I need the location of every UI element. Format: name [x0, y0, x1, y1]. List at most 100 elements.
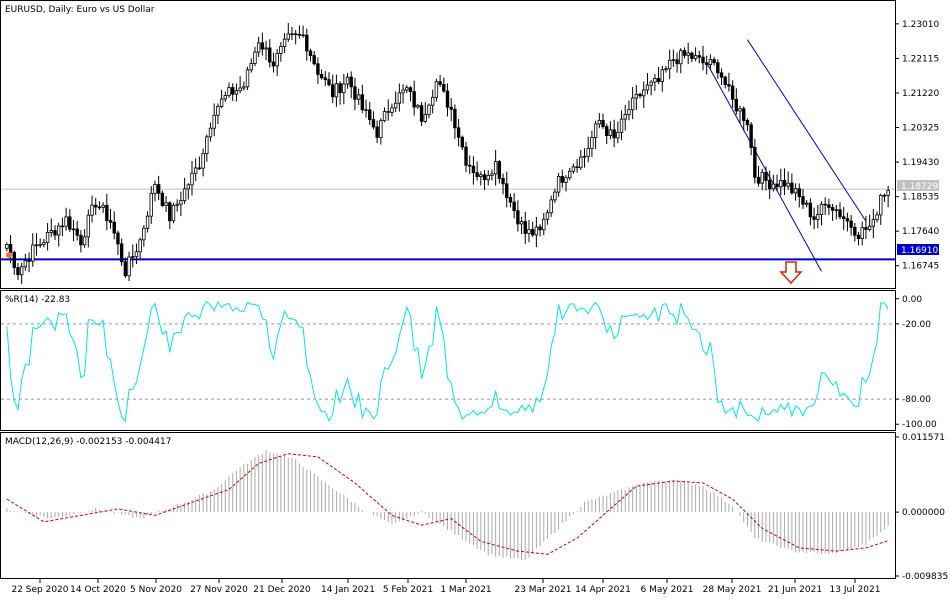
- candle-body: [60, 225, 65, 228]
- candle-body: [697, 55, 701, 58]
- candle-body: [727, 84, 731, 87]
- candle-body: [264, 47, 268, 50]
- candle-body: [45, 231, 50, 243]
- candle-body: [319, 74, 324, 79]
- candle-body: [64, 216, 68, 227]
- macd-signal-line: [6, 453, 889, 555]
- candle-body: [242, 86, 246, 89]
- candle-body: [275, 53, 279, 67]
- candle-body: [171, 204, 176, 222]
- candle-body: [612, 129, 616, 139]
- candle-body: [556, 176, 561, 193]
- candle-body: [19, 266, 24, 276]
- candle-body: [560, 176, 564, 183]
- candle-body: [723, 76, 727, 85]
- candle-body: [245, 69, 250, 88]
- candle-body: [75, 228, 79, 236]
- candle-body: [701, 56, 705, 64]
- candle-body: [804, 202, 809, 205]
- candle-body: [423, 114, 427, 122]
- candle-body: [301, 34, 305, 37]
- candle-body: [53, 230, 57, 236]
- candle-body: [675, 59, 679, 65]
- candle-body: [453, 108, 457, 129]
- candle-body: [71, 228, 76, 231]
- candle-body: [186, 184, 190, 190]
- candle-body: [86, 214, 91, 238]
- macd-tick-label: -0.009835: [902, 572, 948, 582]
- candle-body: [82, 236, 87, 246]
- candle-body: [693, 55, 698, 59]
- x-tick-label: 6 May 2021: [641, 585, 694, 595]
- candle-body: [705, 62, 709, 65]
- candle-body: [742, 108, 746, 121]
- x-tick-label: 14 Oct 2020: [70, 585, 126, 595]
- candle-body: [827, 204, 831, 208]
- candle-body: [542, 218, 546, 231]
- candle-body: [553, 191, 557, 201]
- candle-body: [160, 192, 165, 206]
- candle-body: [879, 194, 883, 216]
- x-tick-label: 23 Mar 2021: [514, 585, 571, 595]
- channel-upper-line: [747, 39, 867, 222]
- x-tick-label: 14 Apr 2021: [575, 585, 631, 595]
- candle-body: [138, 239, 142, 253]
- candle-body: [397, 92, 402, 104]
- candle-body: [353, 86, 357, 100]
- candle-body: [364, 109, 368, 111]
- candle-body: [501, 178, 505, 185]
- candle-body: [190, 172, 194, 186]
- candle-body: [338, 83, 342, 94]
- candle-body: [234, 90, 239, 95]
- candle-body: [56, 225, 61, 236]
- candle-body: [268, 47, 272, 63]
- candle-body: [427, 104, 431, 115]
- x-tick-label: 21 Jun 2021: [768, 585, 822, 595]
- price-panel: [0, 0, 896, 289]
- candle-body: [853, 226, 857, 236]
- candle-body: [31, 244, 35, 262]
- candle-body: [756, 176, 761, 184]
- candle-body: [112, 221, 116, 234]
- signal-marker-icon: [6, 252, 12, 258]
- candle-body: [875, 214, 879, 220]
- candle-body: [119, 243, 124, 263]
- price-tick-label: 1.17640: [902, 227, 939, 237]
- candle-body: [597, 119, 602, 125]
- candle-body: [68, 216, 72, 230]
- candle-body: [430, 96, 435, 106]
- candle-body: [123, 261, 128, 277]
- candle-body: [645, 84, 650, 91]
- price-tick-label: 1.19430: [902, 158, 939, 168]
- candle-body: [101, 204, 105, 208]
- williams-r-line: [6, 300, 889, 423]
- candle-body: [438, 81, 442, 85]
- candle-body: [601, 119, 605, 128]
- candle-body: [223, 95, 228, 100]
- candle-body: [886, 190, 890, 196]
- candle-body: [105, 204, 109, 221]
- price-tick-label: 1.20325: [902, 124, 939, 134]
- candle-body: [205, 136, 209, 154]
- candle-body: [16, 267, 20, 276]
- williams-r-tick-label: -80.00: [902, 395, 931, 405]
- candle-body: [34, 244, 39, 247]
- candle-body: [527, 229, 531, 234]
- candle-body: [375, 126, 379, 138]
- candle-body: [523, 221, 527, 234]
- candle-body: [368, 109, 372, 120]
- x-tick-label: 21 Dec 2020: [253, 585, 311, 595]
- candle-body: [282, 38, 287, 47]
- price-tick-label: 1.18535: [902, 193, 939, 203]
- candle-body: [227, 87, 231, 97]
- candle-body: [468, 164, 472, 167]
- candle-body: [8, 244, 13, 253]
- williams-r-panel: [0, 290, 896, 431]
- candle-body: [460, 136, 465, 148]
- candle-body: [12, 252, 16, 268]
- candle-body: [231, 87, 235, 95]
- candle-body: [856, 234, 861, 240]
- candle-body: [864, 227, 868, 230]
- candle-body: [219, 98, 224, 107]
- current-price-badge: [897, 180, 939, 191]
